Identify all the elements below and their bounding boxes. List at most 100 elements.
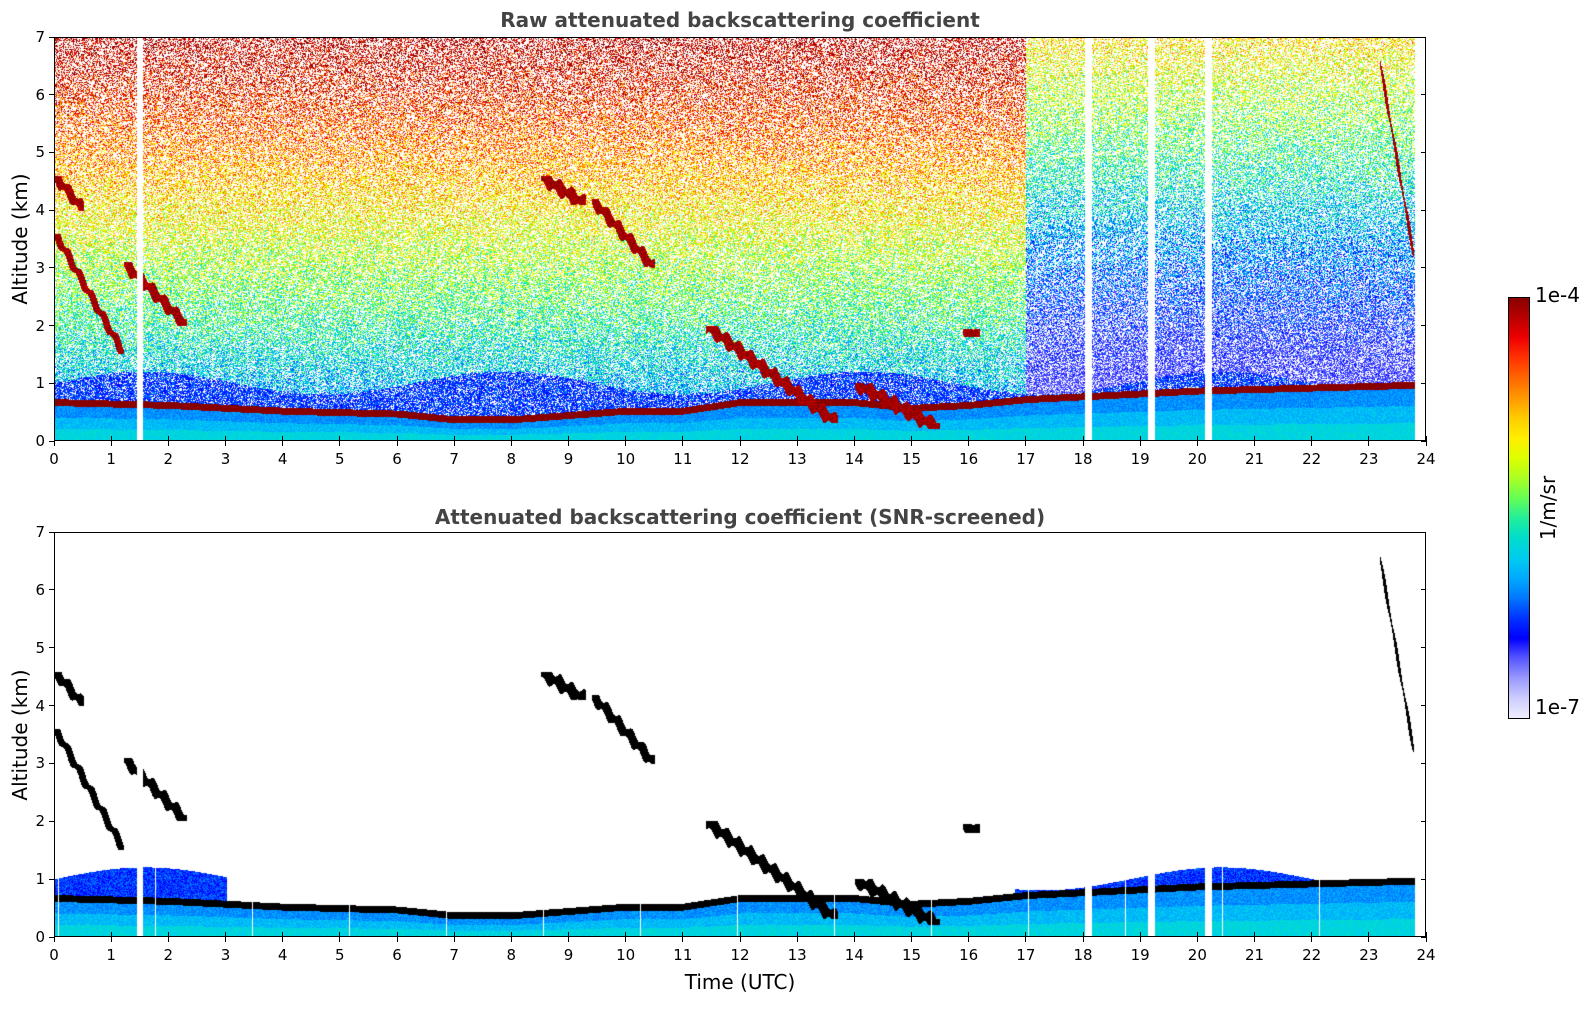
x-tick bbox=[453, 937, 455, 942]
x-tick bbox=[568, 441, 569, 446]
x-tick-label: 8 bbox=[506, 946, 517, 964]
x-tick-label: 5 bbox=[335, 946, 345, 964]
x-tick bbox=[396, 441, 398, 446]
x-tick bbox=[453, 932, 455, 937]
panel2-xlabel: Time (UTC) bbox=[684, 970, 796, 994]
y-tick-label: 4 bbox=[35, 696, 45, 715]
x-tick-label: 11 bbox=[673, 450, 693, 468]
x-tick bbox=[282, 932, 284, 937]
y-tick bbox=[1421, 647, 1426, 649]
x-tick bbox=[339, 441, 341, 446]
x-tick bbox=[110, 932, 112, 937]
x-tick bbox=[911, 932, 912, 937]
x-tick-label: 3 bbox=[220, 450, 231, 468]
x-tick bbox=[625, 932, 627, 937]
x-tick bbox=[167, 441, 169, 446]
x-tick bbox=[1425, 937, 1427, 942]
x-tick bbox=[1082, 441, 1084, 446]
x-tick bbox=[1425, 441, 1427, 446]
x-tick bbox=[1425, 436, 1427, 441]
x-tick-label: 13 bbox=[787, 946, 807, 964]
x-tick bbox=[911, 937, 912, 942]
x-tick-label: 5 bbox=[335, 450, 345, 468]
x-tick bbox=[1311, 937, 1313, 942]
x-tick bbox=[225, 932, 226, 937]
y-tick bbox=[49, 705, 54, 707]
x-tick-label: 18 bbox=[1073, 450, 1093, 468]
y-tick bbox=[1421, 936, 1426, 938]
x-tick bbox=[1196, 436, 1198, 441]
x-tick bbox=[796, 937, 798, 942]
y-tick-label: 6 bbox=[35, 580, 45, 599]
x-tick bbox=[225, 937, 226, 942]
y-tick bbox=[1421, 36, 1426, 38]
panel2-plot-area bbox=[54, 532, 1426, 937]
x-tick bbox=[682, 937, 684, 942]
x-tick bbox=[510, 937, 512, 942]
x-tick-label: 1 bbox=[106, 946, 116, 964]
x-tick-label: 23 bbox=[1359, 450, 1379, 468]
x-tick bbox=[510, 932, 512, 937]
x-tick bbox=[396, 436, 398, 441]
x-tick bbox=[1311, 932, 1313, 937]
y-tick bbox=[49, 878, 54, 880]
x-tick bbox=[1254, 937, 1255, 942]
y-tick bbox=[49, 589, 54, 591]
x-tick bbox=[1025, 436, 1027, 441]
x-tick-label: 22 bbox=[1302, 946, 1322, 964]
x-tick bbox=[225, 436, 226, 441]
x-tick-label: 23 bbox=[1359, 946, 1379, 964]
x-tick bbox=[339, 937, 341, 942]
x-tick bbox=[853, 436, 855, 441]
panel2-ylabel: Altitude (km) bbox=[8, 669, 32, 801]
x-tick bbox=[1254, 441, 1255, 446]
y-tick bbox=[49, 440, 54, 442]
x-tick-label: 7 bbox=[449, 450, 459, 468]
y-tick bbox=[49, 647, 54, 649]
x-tick bbox=[1025, 937, 1027, 942]
y-tick bbox=[49, 94, 54, 96]
x-tick-label: 1 bbox=[106, 450, 116, 468]
x-tick-label: 15 bbox=[901, 450, 922, 468]
x-tick-label: 16 bbox=[959, 450, 979, 468]
x-tick bbox=[1196, 441, 1198, 446]
y-tick-label: 1 bbox=[35, 870, 45, 889]
x-tick bbox=[625, 441, 627, 446]
x-tick bbox=[1139, 441, 1141, 446]
x-tick bbox=[739, 937, 741, 942]
x-tick-label: 19 bbox=[1130, 450, 1150, 468]
x-tick bbox=[853, 932, 855, 937]
x-tick bbox=[739, 932, 741, 937]
x-tick bbox=[1196, 932, 1198, 937]
y-tick-label: 6 bbox=[35, 85, 45, 104]
x-tick bbox=[339, 932, 341, 937]
x-tick-label: 14 bbox=[844, 450, 864, 468]
x-tick-label: 10 bbox=[616, 450, 636, 468]
x-tick bbox=[911, 436, 912, 441]
x-tick bbox=[568, 937, 569, 942]
y-tick-label: 1 bbox=[35, 374, 45, 393]
x-tick bbox=[167, 932, 169, 937]
x-tick bbox=[453, 441, 455, 446]
x-tick-label: 15 bbox=[901, 946, 922, 964]
x-tick-label: 11 bbox=[673, 946, 693, 964]
y-tick bbox=[49, 531, 54, 533]
x-tick bbox=[510, 436, 512, 441]
x-tick bbox=[796, 441, 798, 446]
x-tick-label: 9 bbox=[563, 946, 574, 964]
x-tick-label: 21 bbox=[1244, 450, 1265, 468]
y-tick bbox=[49, 820, 54, 822]
y-tick bbox=[49, 36, 54, 38]
x-tick bbox=[53, 932, 55, 937]
y-tick bbox=[1421, 705, 1426, 707]
y-tick bbox=[1421, 325, 1426, 327]
x-tick bbox=[1368, 436, 1370, 441]
x-tick bbox=[968, 441, 970, 446]
colorbar bbox=[1508, 297, 1530, 719]
x-tick bbox=[1425, 932, 1427, 937]
x-tick bbox=[796, 436, 798, 441]
y-tick bbox=[1421, 820, 1426, 822]
y-tick-label: 5 bbox=[35, 638, 45, 657]
x-tick bbox=[1025, 441, 1027, 446]
x-tick-label: 6 bbox=[392, 946, 402, 964]
